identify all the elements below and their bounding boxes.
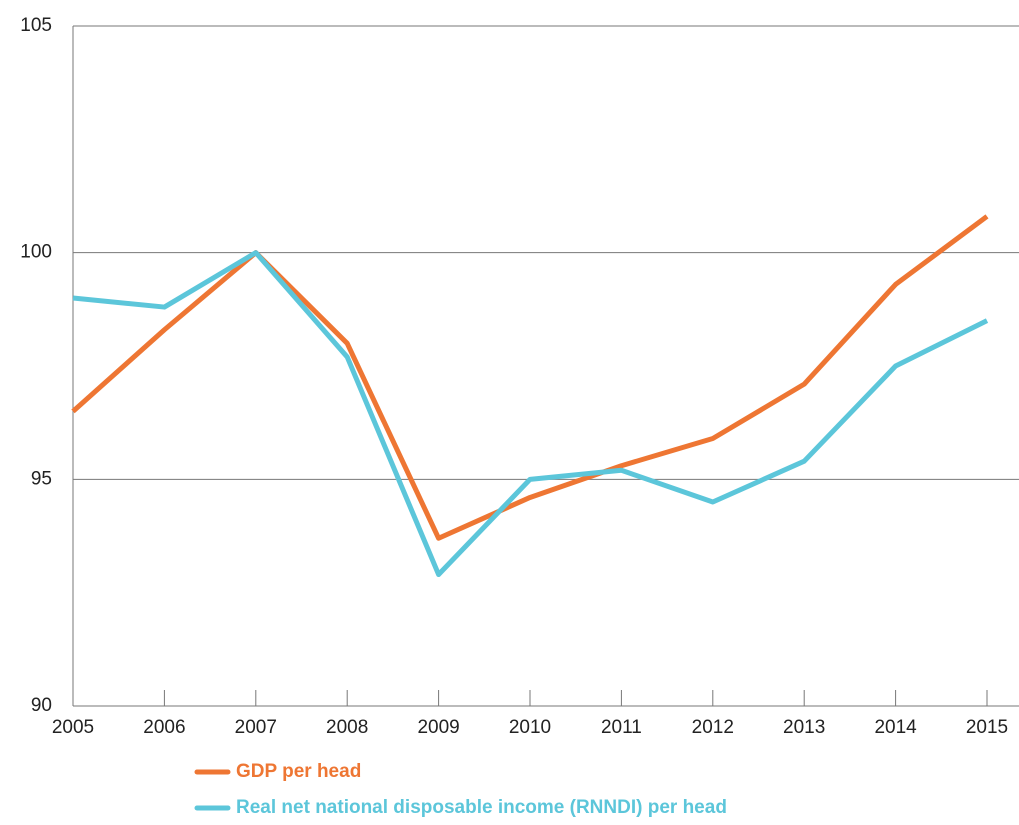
x-tick-label: 2011	[601, 717, 642, 738]
y-tick-label: 100	[20, 242, 52, 263]
x-tick-label: 2005	[52, 717, 94, 738]
x-tick-label: 2010	[509, 717, 551, 738]
x-tick-label: 2015	[966, 717, 1008, 738]
x-tick-label: 2014	[874, 717, 917, 738]
y-tick-label: 95	[31, 468, 52, 489]
legend-label: Real net national disposable income (RNN…	[236, 797, 727, 818]
x-tick-label: 2008	[326, 717, 368, 738]
x-tick-label: 2007	[235, 717, 277, 738]
y-tick-label: 90	[31, 695, 52, 716]
x-tick-label: 2006	[143, 717, 185, 738]
series-line	[71, 214, 989, 541]
x-tick-label: 2009	[417, 717, 459, 738]
legend-label: GDP per head	[236, 761, 361, 782]
x-tick-label: 2013	[783, 717, 825, 738]
x-tick-label: 2012	[692, 717, 734, 738]
y-tick-label: 105	[20, 15, 52, 36]
series-line	[72, 250, 989, 578]
